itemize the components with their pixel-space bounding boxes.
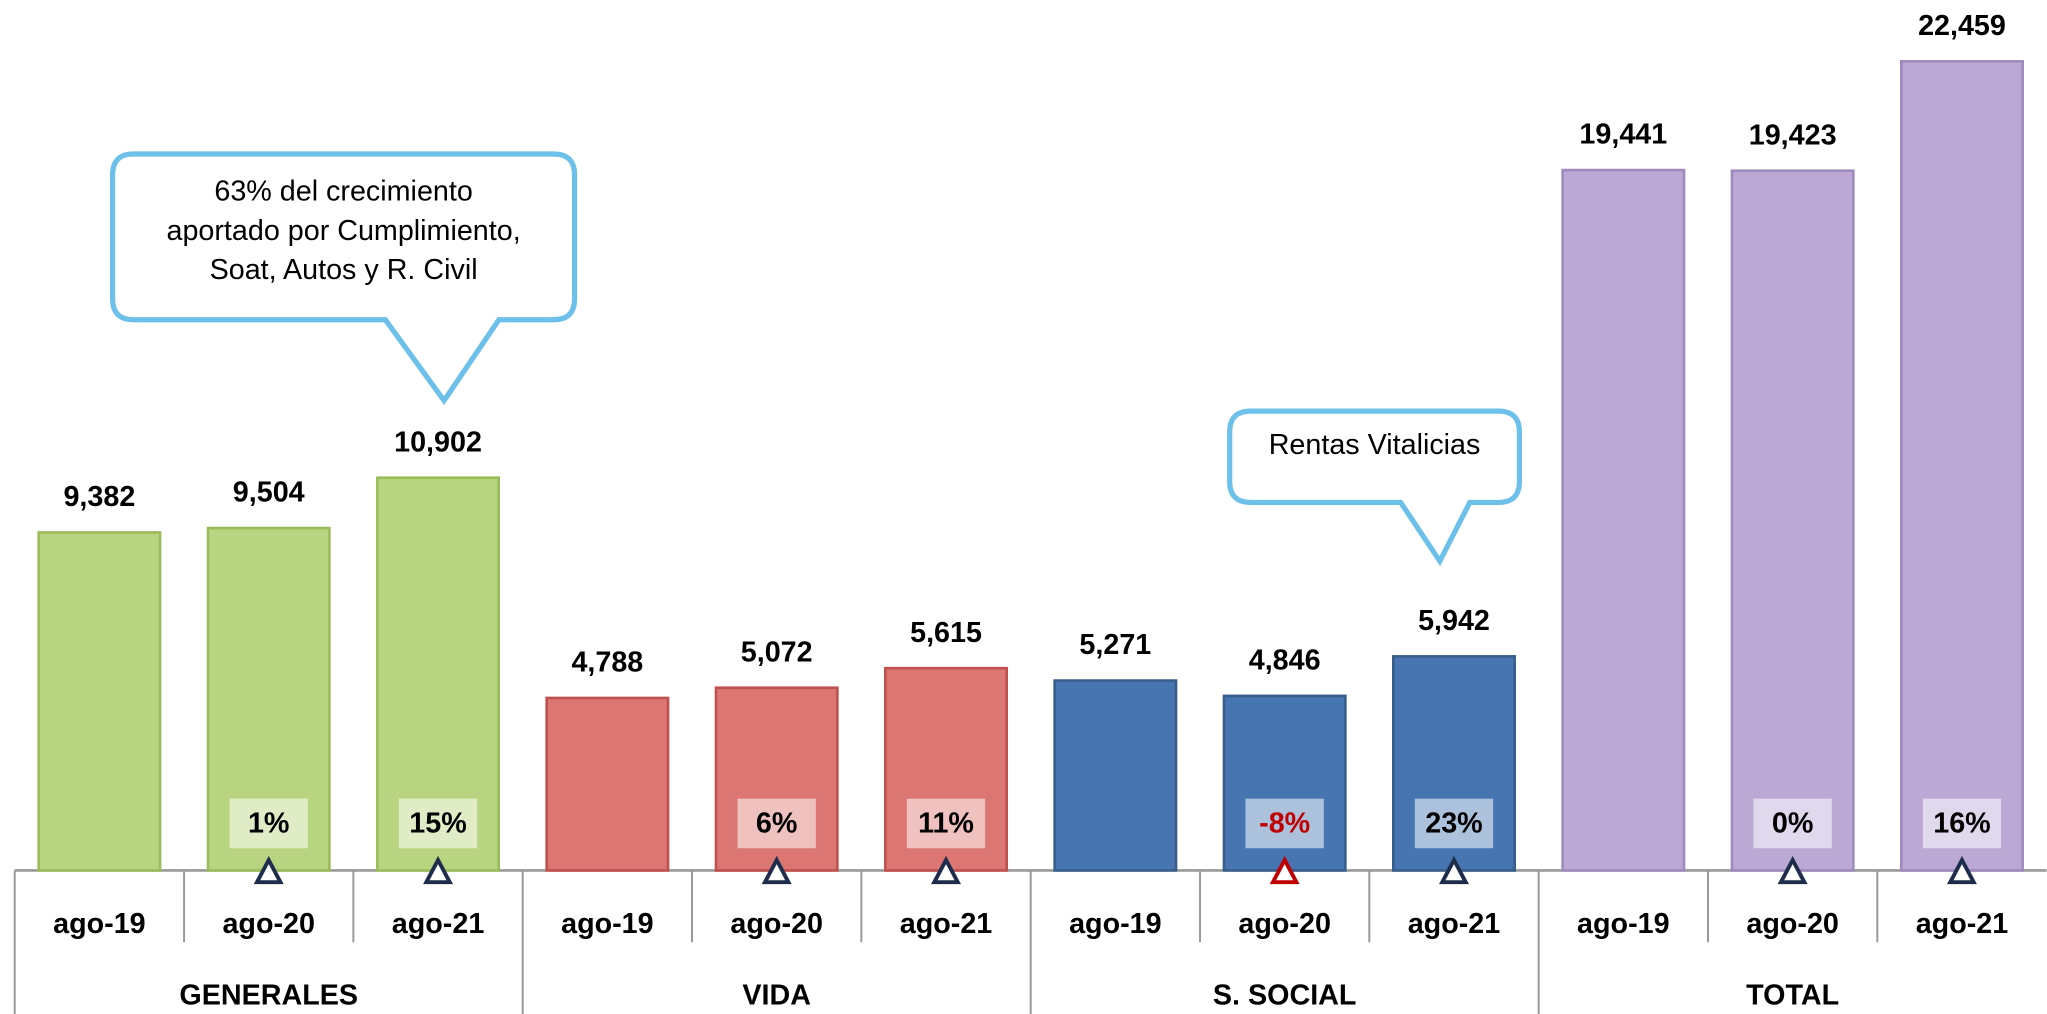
growth-triangle bbox=[253, 855, 284, 885]
x-tick-label: ago-19 bbox=[561, 908, 654, 940]
growth-label: 11% bbox=[918, 807, 974, 839]
group-label: GENERALES bbox=[179, 980, 358, 1012]
growth-badge bbox=[1753, 798, 1832, 849]
x-tick-label: ago-20 bbox=[222, 908, 315, 940]
growth-label: 1% bbox=[248, 807, 290, 839]
x-tick-label: ago-21 bbox=[900, 908, 993, 940]
x-tick-label: ago-19 bbox=[1069, 908, 1162, 940]
growth-label: 16% bbox=[1933, 807, 1990, 839]
growth-badge bbox=[906, 798, 986, 849]
growth-label: 0% bbox=[1772, 807, 1814, 839]
x-tick-label: ago-19 bbox=[53, 908, 146, 940]
callout-text: aportado por Cumplimiento, bbox=[166, 215, 520, 247]
callout-box bbox=[1227, 408, 1523, 567]
group-label: S. SOCIAL bbox=[1213, 980, 1357, 1012]
growth-triangle bbox=[1269, 855, 1300, 885]
group-label: TOTAL bbox=[1746, 980, 1839, 1012]
value-label: 5,271 bbox=[1079, 629, 1151, 661]
bar bbox=[1053, 679, 1178, 872]
x-tick-label: ago-21 bbox=[1408, 908, 1501, 940]
value-label: 4,846 bbox=[1249, 645, 1321, 677]
growth-label: -8% bbox=[1259, 807, 1310, 839]
value-label: 4,788 bbox=[571, 647, 643, 679]
growth-badge bbox=[1414, 798, 1494, 849]
bar bbox=[1899, 60, 2024, 872]
value-label: 9,504 bbox=[233, 477, 305, 509]
callout-box bbox=[109, 151, 578, 406]
callout-text: Rentas Vitalicias bbox=[1269, 429, 1481, 461]
growth-badge bbox=[1245, 798, 1324, 849]
growth-label: 6% bbox=[756, 807, 798, 839]
callout-text: Soat, Autos y R. Civil bbox=[210, 254, 478, 286]
growth-triangle bbox=[423, 855, 454, 885]
growth-triangle bbox=[1777, 855, 1808, 885]
value-label: 5,942 bbox=[1418, 605, 1490, 637]
growth-badge bbox=[737, 798, 816, 849]
value-label: 22,459 bbox=[1918, 10, 2006, 42]
x-tick-label: ago-19 bbox=[1577, 908, 1670, 940]
value-label: 9,382 bbox=[63, 481, 135, 513]
growth-triangle bbox=[761, 855, 792, 885]
bar bbox=[1730, 169, 1855, 872]
value-label: 5,615 bbox=[910, 617, 982, 649]
callout-text: 63% del crecimiento bbox=[214, 176, 472, 208]
bar bbox=[37, 531, 162, 872]
growth-badge bbox=[398, 798, 478, 849]
group-label: VIDA bbox=[742, 980, 811, 1012]
x-tick-label: ago-20 bbox=[730, 908, 823, 940]
x-tick-label: ago-20 bbox=[1746, 908, 1839, 940]
value-label: 5,072 bbox=[741, 636, 813, 668]
growth-label: 23% bbox=[1425, 807, 1482, 839]
x-tick-label: ago-21 bbox=[1916, 908, 2009, 940]
growth-badge bbox=[1922, 798, 2002, 849]
growth-triangle bbox=[1439, 855, 1469, 885]
growth-label: 15% bbox=[409, 807, 466, 839]
x-tick-label: ago-20 bbox=[1238, 908, 1331, 940]
growth-triangle bbox=[931, 855, 962, 885]
bar bbox=[545, 696, 670, 872]
value-label: 10,902 bbox=[394, 426, 482, 458]
x-tick-label: ago-21 bbox=[392, 908, 485, 940]
value-label: 19,441 bbox=[1579, 119, 1667, 151]
bar bbox=[1561, 168, 1686, 872]
value-label: 19,423 bbox=[1749, 119, 1837, 151]
growth-triangle bbox=[1946, 855, 1977, 885]
growth-badge bbox=[229, 798, 308, 849]
